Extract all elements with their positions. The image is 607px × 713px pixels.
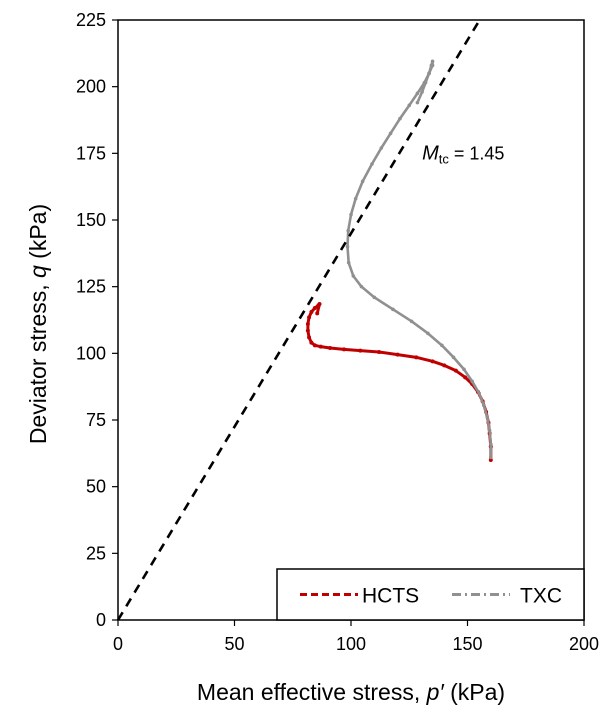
point-hcts-16 xyxy=(342,347,347,352)
point-txc-9 xyxy=(440,343,444,348)
plot-background xyxy=(117,19,585,621)
y-tick-label-225: 225 xyxy=(76,10,106,30)
legend-label-txc: TXC xyxy=(520,585,562,608)
x-axis-tick-labels: 0 50 100 150 200 xyxy=(113,634,599,654)
point-txc-32 xyxy=(429,63,434,68)
point-txc-4 xyxy=(482,403,486,408)
plot-area xyxy=(117,19,585,621)
point-txc-36 xyxy=(415,100,420,105)
point-hcts-9 xyxy=(453,368,458,373)
point-txc-17 xyxy=(345,244,350,249)
point-txc-3 xyxy=(485,415,490,420)
point-hcts-24 xyxy=(307,315,312,320)
point-txc-26 xyxy=(407,103,412,108)
y-axis-title: Deviator stress, q (kPa) xyxy=(25,204,51,444)
point-hcts-19 xyxy=(312,343,317,348)
point-txc-21 xyxy=(360,179,365,184)
y-tick-label-175: 175 xyxy=(76,143,106,163)
point-txc-16 xyxy=(346,260,351,265)
point-txc-14 xyxy=(359,284,364,289)
annotation-sub: tc xyxy=(439,151,450,166)
point-txc-2 xyxy=(487,428,492,433)
y-tick-label-200: 200 xyxy=(76,77,106,97)
point-hcts-18 xyxy=(318,344,323,349)
point-hcts-0 xyxy=(488,458,493,462)
x-axis-title-suffix: (kPa) xyxy=(444,679,505,705)
point-hcts-17 xyxy=(328,346,333,350)
point-txc-15 xyxy=(351,274,356,278)
y-tick-label-125: 125 xyxy=(76,277,106,297)
point-txc-27 xyxy=(415,91,420,96)
legend-label-hcts: HCTS xyxy=(362,585,419,608)
point-txc-1 xyxy=(489,442,493,446)
x-tick-label-100: 100 xyxy=(336,634,366,654)
mtc-reference-line xyxy=(116,19,481,621)
x-axis-title: Mean effective stress, p′ (kPa) xyxy=(197,679,505,705)
x-tick-label-150: 150 xyxy=(452,634,482,654)
point-hcts-26 xyxy=(312,306,317,310)
y-tick-label-75: 75 xyxy=(86,410,106,430)
y-axis-ticks xyxy=(112,19,118,621)
y-tick-label-150: 150 xyxy=(76,210,106,230)
point-txc-22 xyxy=(370,162,374,166)
point-hcts-28 xyxy=(317,302,322,306)
x-axis-title-var: p′ xyxy=(426,679,445,705)
y-tick-label-0: 0 xyxy=(96,610,106,630)
y-axis-tick-labels: 0 25 50 75 100 125 150 175 200 225 xyxy=(76,10,106,630)
y-tick-label-50: 50 xyxy=(86,477,106,497)
point-txc-8 xyxy=(451,355,456,360)
point-hcts-8 xyxy=(463,375,468,380)
point-hcts-29 xyxy=(315,311,320,316)
point-txc-20 xyxy=(353,196,358,201)
point-txc-34 xyxy=(423,80,428,85)
point-hcts-11 xyxy=(430,359,435,364)
point-txc-7 xyxy=(462,367,466,372)
point-hcts-12 xyxy=(414,355,419,360)
point-txc-31 xyxy=(430,59,435,64)
legend: HCTS TXC xyxy=(276,568,585,621)
point-txc-35 xyxy=(420,90,424,94)
point-txc-0 xyxy=(489,455,493,460)
point-hcts-22 xyxy=(305,328,310,333)
annotation-var: M xyxy=(422,142,439,164)
x-tick-label-0: 0 xyxy=(113,634,123,654)
series-txc xyxy=(345,59,493,460)
y-tick-label-100: 100 xyxy=(76,343,106,363)
y-tick-label-25: 25 xyxy=(86,543,106,563)
x-axis-title-prefix: Mean effective stress, xyxy=(197,679,427,705)
point-hcts-23 xyxy=(305,322,310,326)
reference-line-layer xyxy=(116,19,481,621)
point-hcts-15 xyxy=(358,348,363,353)
x-tick-label-50: 50 xyxy=(224,634,244,654)
point-hcts-20 xyxy=(309,340,314,345)
point-txc-23 xyxy=(379,146,384,150)
y-axis-title-var: q xyxy=(25,265,51,278)
point-txc-13 xyxy=(372,295,377,300)
point-hcts-14 xyxy=(376,350,381,354)
annotation-text: = 1.45 xyxy=(449,143,505,163)
point-hcts-21 xyxy=(307,335,312,340)
y-axis-title-suffix: (kPa) xyxy=(25,204,51,265)
point-txc-6 xyxy=(470,379,474,384)
point-txc-18 xyxy=(346,228,351,233)
point-txc-33 xyxy=(427,71,431,76)
x-axis-ticks xyxy=(117,620,585,626)
series-layer xyxy=(305,59,493,462)
point-txc-19 xyxy=(349,212,353,217)
point-txc-24 xyxy=(388,131,393,136)
point-txc-25 xyxy=(398,116,402,121)
point-hcts-25 xyxy=(309,310,314,314)
mtc-annotation: Mtc = 1.45 xyxy=(422,142,504,166)
x-tick-label-200: 200 xyxy=(569,634,599,654)
point-txc-5 xyxy=(477,391,481,396)
point-hcts-13 xyxy=(395,352,400,357)
point-txc-11 xyxy=(409,319,414,324)
point-txc-10 xyxy=(426,331,430,336)
point-txc-12 xyxy=(391,307,395,312)
y-axis-title-prefix: Deviator stress, xyxy=(25,278,51,444)
point-hcts-10 xyxy=(442,363,447,368)
